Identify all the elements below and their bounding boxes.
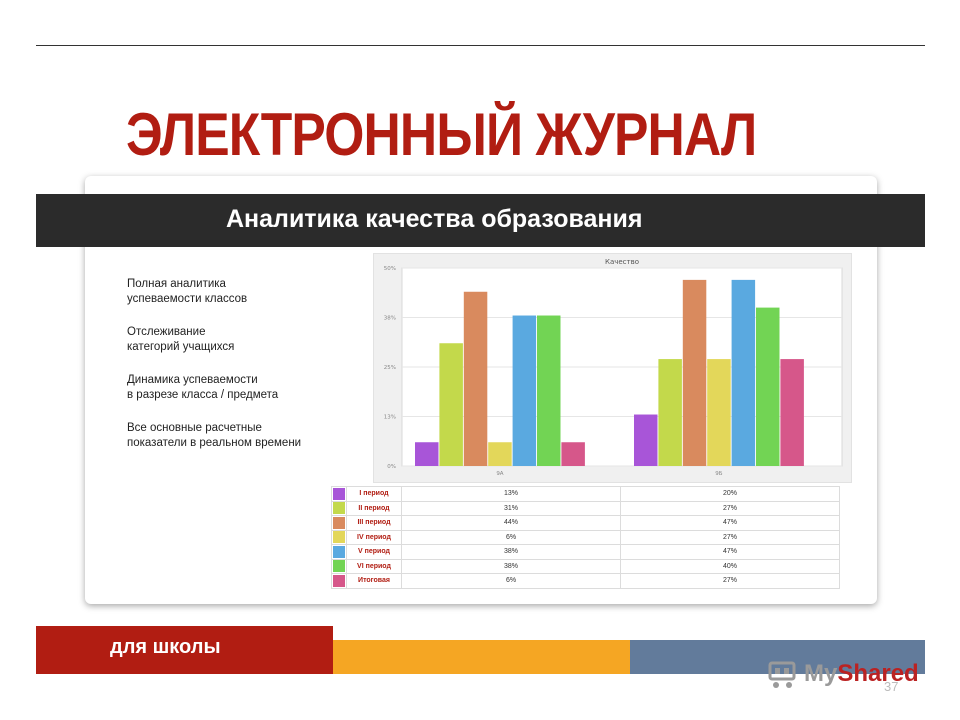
bar-1-2: [439, 343, 463, 466]
watermark: MyShared: [766, 656, 919, 692]
legend-swatch: [333, 516, 345, 529]
y-tick-label: 0%: [387, 464, 396, 470]
cart-icon: [768, 661, 796, 688]
y-tick-label: 25%: [384, 365, 396, 371]
row-label: II период: [346, 500, 402, 516]
bar-2-1: [634, 414, 658, 466]
legend-swatch: [333, 545, 345, 558]
slide-title: ЭЛЕКТРОННЫЙ ЖУРНАЛ: [126, 101, 757, 168]
footer-red-block: [36, 626, 333, 674]
page-number: 37: [884, 679, 899, 694]
value-9a: 6%: [401, 529, 621, 545]
watermark-suffix: Shared: [837, 660, 919, 687]
row-label: III период: [346, 515, 402, 531]
feature-line: показатели в реальном времени: [127, 437, 302, 449]
footer-orange-block: [333, 640, 630, 674]
x-tick-label: 9Б: [715, 471, 722, 477]
feature-line: успеваемости классов: [127, 293, 248, 305]
bar-2-3: [682, 279, 707, 466]
feature-list: Полная аналитика успеваемости классов От…: [127, 277, 347, 469]
value-9a: 31%: [401, 500, 621, 516]
row-label: I период: [346, 486, 402, 502]
bar-2-4: [707, 359, 731, 466]
bar-2-6: [756, 307, 780, 466]
bar-1-6: [537, 315, 561, 466]
bar-1-3: [463, 291, 488, 466]
value-9b: 47%: [620, 544, 840, 560]
bar-chart: Качество 0% 13% 25% 38% 50% 9А 9Б: [384, 258, 843, 477]
legend-swatch: [333, 487, 345, 500]
feature-line: Полная аналитика: [127, 278, 226, 290]
value-9a: 38%: [401, 544, 621, 560]
row-label: V период: [346, 544, 402, 560]
table-row: VI период 38% 40%: [331, 558, 840, 574]
y-tick-label: 50%: [384, 266, 396, 272]
value-9b: 40%: [620, 558, 840, 574]
x-tick-label: 9А: [496, 471, 503, 477]
value-9a: 38%: [401, 558, 621, 574]
feature-line: категорий учащихся: [127, 341, 235, 353]
feature-line: Динамика успеваемости: [127, 374, 258, 386]
value-9a: 44%: [401, 515, 621, 531]
feature-line: Отслеживание: [127, 326, 206, 338]
legend-swatch: [333, 502, 345, 515]
bar-1-5: [512, 315, 537, 466]
feature-item: Динамика успеваемости в разрезе класса /…: [127, 373, 347, 403]
value-9b: 27%: [620, 573, 840, 589]
bar-1-4: [488, 442, 512, 466]
value-9a: 13%: [401, 486, 621, 502]
bar-2-2: [658, 359, 682, 466]
chart-title: Качество: [605, 258, 639, 266]
value-9b: 47%: [620, 515, 840, 531]
table-row: I период 13% 20%: [331, 486, 840, 502]
feature-line: Все основные расчетные: [127, 422, 262, 434]
table-row: II период 31% 27%: [331, 500, 840, 516]
bar-1-7: [561, 442, 585, 466]
legend-swatch-cell: [331, 515, 347, 531]
value-9a: 6%: [401, 573, 621, 589]
legend-swatch-cell: [331, 529, 347, 545]
banner-title: Аналитика качества образования: [226, 205, 643, 233]
feature-item: Отслеживание категорий учащихся: [127, 325, 347, 355]
legend-swatch-cell: [331, 573, 347, 589]
value-9b: 27%: [620, 529, 840, 545]
table-row: III период 44% 47%: [331, 515, 840, 531]
watermark-prefix: My: [804, 660, 838, 687]
y-tick-label: 38%: [384, 316, 396, 322]
watermark-text: MyShared: [804, 660, 919, 688]
row-label: Итоговая: [346, 573, 402, 589]
legend-swatch: [333, 560, 345, 573]
legend-swatch-cell: [331, 558, 347, 574]
table-row: V период 38% 47%: [331, 544, 840, 560]
row-label: VI период: [346, 558, 402, 574]
banner: [36, 194, 925, 247]
bar-2-7: [780, 359, 804, 466]
bar-2-5: [731, 279, 756, 466]
bar-1-1: [415, 442, 439, 466]
legend-swatch: [333, 574, 345, 587]
row-label: IV период: [346, 529, 402, 545]
feature-item: Все основные расчетные показатели в реал…: [127, 421, 347, 451]
top-rule: [36, 45, 925, 46]
legend-swatch: [333, 531, 345, 544]
footer-label: для школы: [110, 636, 221, 658]
value-9b: 27%: [620, 500, 840, 516]
feature-line: в разрезе класса / предмета: [127, 389, 279, 401]
value-9b: 20%: [620, 486, 840, 502]
table-row: IV период 6% 27%: [331, 529, 840, 545]
table-row: Итоговая 6% 27%: [331, 573, 840, 589]
legend-swatch-cell: [331, 544, 347, 560]
feature-item: Полная аналитика успеваемости классов: [127, 277, 347, 307]
legend-swatch-cell: [331, 486, 347, 502]
y-tick-label: 13%: [384, 415, 396, 421]
legend-swatch-cell: [331, 500, 347, 516]
chart-panel: Качество 0% 13% 25% 38% 50% 9А 9Б: [373, 253, 852, 483]
data-table: I период 13% 20% II период 31% 27% III период 4…: [331, 486, 840, 589]
